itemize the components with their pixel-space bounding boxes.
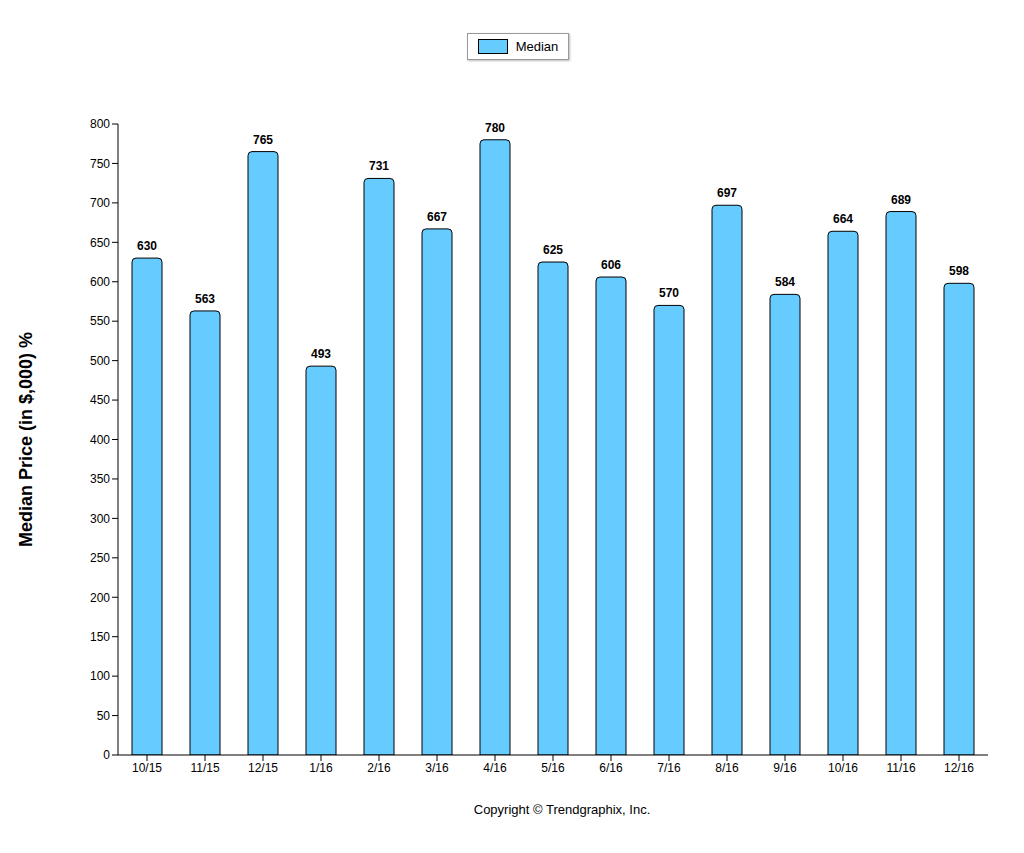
svg-text:2/16: 2/16 (367, 761, 391, 775)
svg-text:3/16: 3/16 (425, 761, 449, 775)
svg-text:600: 600 (90, 275, 110, 289)
svg-text:10/16: 10/16 (828, 761, 858, 775)
svg-text:300: 300 (90, 512, 110, 526)
svg-text:598: 598 (949, 264, 969, 278)
svg-text:550: 550 (90, 314, 110, 328)
svg-text:450: 450 (90, 393, 110, 407)
svg-text:350: 350 (90, 472, 110, 486)
svg-text:800: 800 (90, 117, 110, 131)
svg-text:731: 731 (369, 159, 389, 173)
svg-text:630: 630 (137, 239, 157, 253)
svg-text:11/15: 11/15 (190, 761, 219, 775)
svg-text:697: 697 (717, 186, 737, 200)
svg-text:5/16: 5/16 (541, 761, 565, 775)
svg-text:8/16: 8/16 (715, 761, 739, 775)
svg-text:12/15: 12/15 (248, 761, 278, 775)
svg-text:689: 689 (891, 193, 911, 207)
svg-text:584: 584 (775, 275, 795, 289)
svg-text:650: 650 (90, 236, 110, 250)
html-text:Copyright © Trendgraphix, Inc.: Copyright © Trendgraphix, Inc. (473, 802, 651, 817)
svg-text:625: 625 (543, 243, 563, 257)
svg-text:11/16: 11/16 (886, 761, 915, 775)
svg-text:6/16: 6/16 (599, 761, 623, 775)
svg-text:100: 100 (90, 669, 110, 683)
svg-text:563: 563 (195, 292, 215, 306)
svg-text:Median Price (in $,000) %: Median Price (in $,000) % (16, 332, 36, 547)
svg-text:250: 250 (90, 551, 110, 565)
svg-text:570: 570 (659, 286, 679, 300)
svg-text:4/16: 4/16 (483, 761, 507, 775)
svg-text:780: 780 (485, 121, 505, 135)
svg-text:493: 493 (311, 347, 331, 361)
svg-text:606: 606 (601, 258, 621, 272)
svg-text:400: 400 (90, 433, 110, 447)
svg-text:750: 750 (90, 157, 110, 171)
svg-text:7/16: 7/16 (657, 761, 681, 775)
svg-text:1/16: 1/16 (309, 761, 333, 775)
svg-text:0: 0 (103, 748, 110, 762)
svg-text:500: 500 (90, 354, 110, 368)
svg-text:50: 50 (97, 709, 111, 723)
svg-text:10/15: 10/15 (132, 761, 162, 775)
svg-text:150: 150 (90, 630, 110, 644)
svg-text:667: 667 (427, 210, 447, 224)
svg-text:700: 700 (90, 196, 110, 210)
svg-text:664: 664 (833, 212, 853, 226)
svg-text:765: 765 (253, 133, 273, 147)
svg-text:12/16: 12/16 (944, 761, 974, 775)
svg-text:9/16: 9/16 (773, 761, 797, 775)
html-text:Median: Median (515, 39, 559, 54)
svg-text:200: 200 (90, 591, 110, 605)
